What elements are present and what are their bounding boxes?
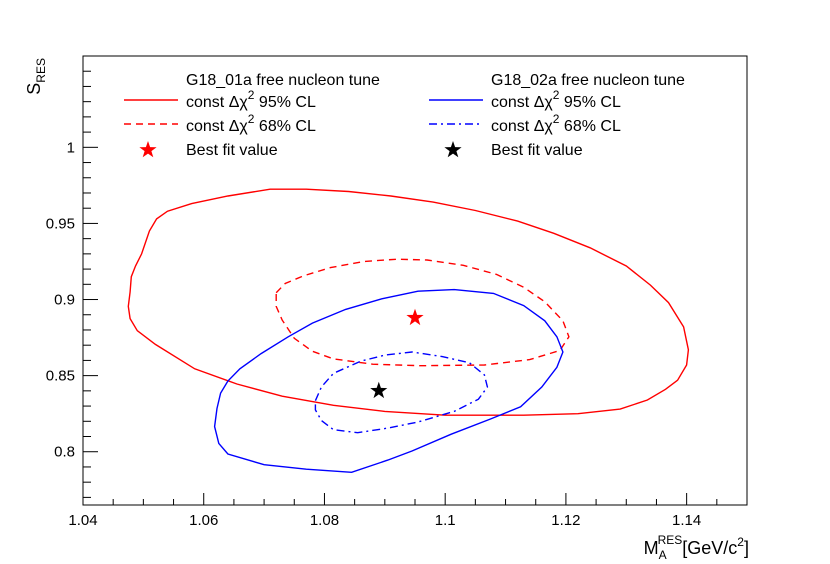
legend-entry-label: const Δχ2 95% CL (491, 88, 621, 111)
legend-entry-label: const Δχ2 95% CL (186, 88, 316, 111)
legend-star-icon (444, 141, 462, 158)
contour-solid-line (127, 188, 690, 416)
x-tick-label: 1.06 (189, 512, 218, 529)
y-axis-title: SRES (24, 58, 48, 95)
x-axis: 1.04 1.06 1.08 1.1 1.12 1.14 (68, 493, 748, 529)
legend-entry-label: const Δχ2 68% CL (491, 112, 621, 135)
best-fit-star-marker (370, 381, 388, 399)
x-tick-label: 1.08 (310, 512, 339, 529)
contour-solid-line (213, 288, 564, 474)
legend-entry-label: const Δχ2 68% CL (186, 112, 316, 135)
legend-entry-label: Best fit value (491, 142, 583, 159)
y-tick-label: 0.8 (54, 444, 75, 461)
y-tick-label: 0.9 (54, 292, 75, 309)
y-tick-label: 1 (67, 139, 75, 156)
best-fit-points (370, 308, 424, 399)
x-axis-title: MARES[GeV/c2] (644, 533, 749, 562)
contour-dashed-line (275, 258, 570, 367)
y-tick-label: 0.95 (46, 215, 75, 232)
y-tick-label: 0.85 (46, 368, 75, 385)
legend-header: G18_01a free nucleon tune (186, 72, 380, 89)
x-tick-label: 1.04 (68, 512, 97, 529)
legend-entry-label: Best fit value (186, 142, 278, 159)
legend-header: G18_02a free nucleon tune (491, 72, 685, 89)
legend-star-icon (139, 141, 157, 158)
contours (127, 188, 690, 474)
x-tick-label: 1.12 (551, 512, 580, 529)
x-tick-label: 1.1 (435, 512, 456, 529)
y-axis: 0.8 0.85 0.9 0.95 1 (46, 55, 98, 498)
best-fit-star-marker (406, 308, 424, 326)
plot-frame (82, 55, 748, 506)
contour-dashdot-line (314, 351, 489, 434)
x-tick-label: 1.14 (672, 512, 701, 529)
